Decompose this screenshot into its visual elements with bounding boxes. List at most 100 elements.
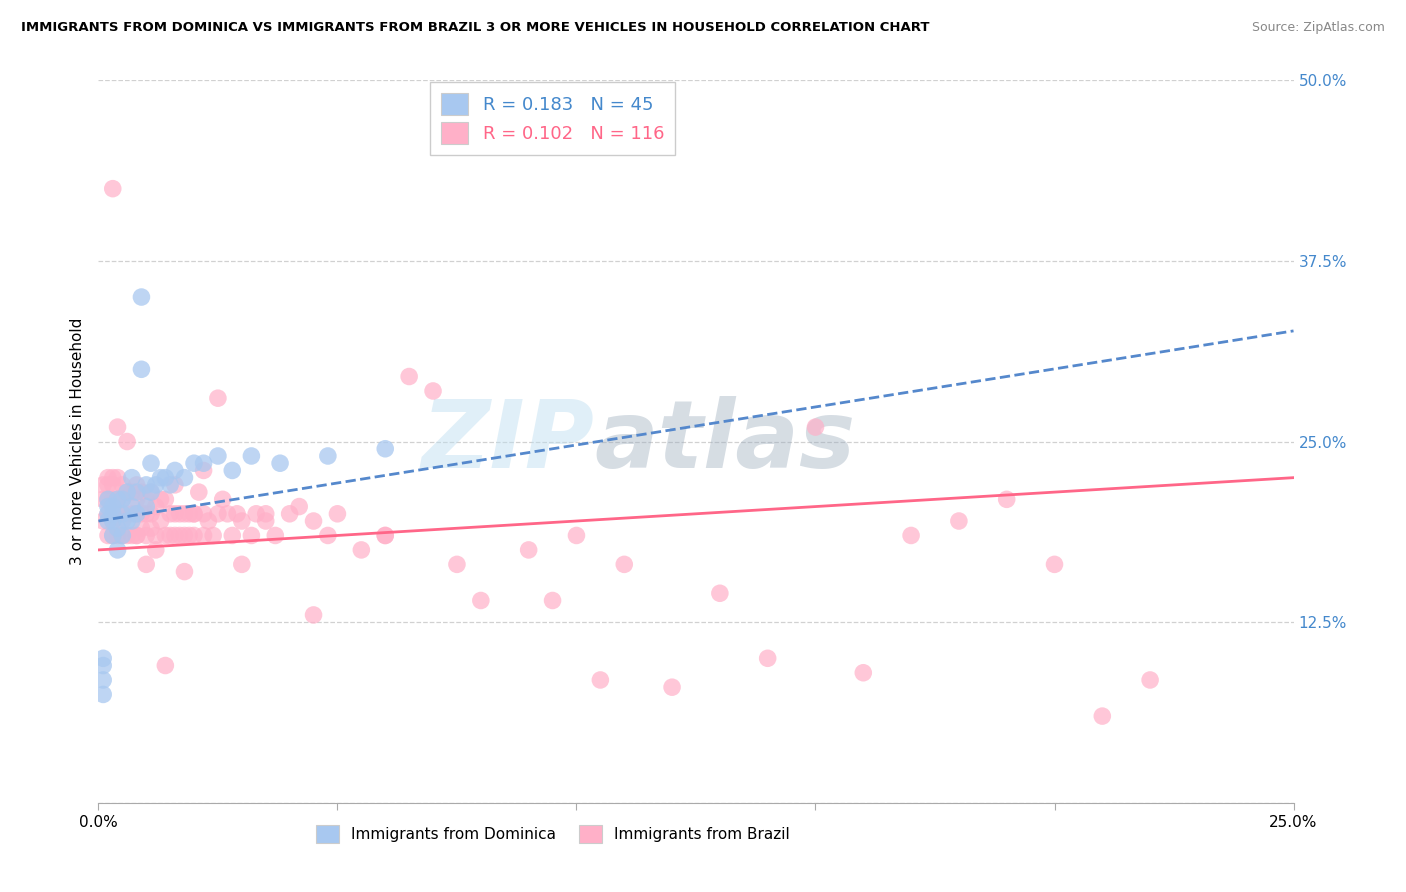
Point xyxy=(183,456,205,470)
Point xyxy=(111,528,134,542)
Point xyxy=(187,485,209,500)
Point xyxy=(97,492,120,507)
Point xyxy=(155,658,177,673)
Point xyxy=(125,492,148,507)
Point xyxy=(316,528,339,542)
Point xyxy=(173,565,195,579)
Point xyxy=(121,470,143,484)
Point xyxy=(278,507,301,521)
Point xyxy=(173,507,195,521)
Point xyxy=(121,528,143,542)
Point xyxy=(107,492,129,507)
Point xyxy=(589,673,612,687)
Point xyxy=(169,507,191,521)
Point xyxy=(541,593,564,607)
Point xyxy=(101,528,124,542)
Point xyxy=(101,514,124,528)
Point xyxy=(240,528,263,542)
Point xyxy=(111,492,134,507)
Point xyxy=(111,514,134,528)
Point xyxy=(264,528,287,542)
Point xyxy=(221,528,243,542)
Point xyxy=(269,456,291,470)
Point xyxy=(155,528,177,542)
Point xyxy=(1139,673,1161,687)
Point xyxy=(97,528,120,542)
Point xyxy=(115,434,138,449)
Point xyxy=(231,514,253,528)
Point xyxy=(226,507,249,521)
Point xyxy=(145,478,167,492)
Point xyxy=(159,478,181,492)
Point xyxy=(107,420,129,434)
Point xyxy=(135,528,157,542)
Point xyxy=(709,586,731,600)
Point xyxy=(135,492,157,507)
Point xyxy=(125,528,148,542)
Point xyxy=(948,514,970,528)
Point xyxy=(139,507,162,521)
Point xyxy=(149,470,172,484)
Point xyxy=(193,507,215,521)
Point xyxy=(91,687,114,701)
Point xyxy=(125,485,148,500)
Y-axis label: 3 or more Vehicles in Household: 3 or more Vehicles in Household xyxy=(69,318,84,566)
Point xyxy=(207,391,229,405)
Point xyxy=(101,492,124,507)
Point xyxy=(121,507,143,521)
Point xyxy=(302,607,325,622)
Point xyxy=(101,470,124,484)
Point xyxy=(101,514,124,528)
Point xyxy=(245,507,267,521)
Point xyxy=(107,528,129,542)
Point xyxy=(183,528,205,542)
Point xyxy=(163,528,186,542)
Point xyxy=(193,463,215,477)
Point xyxy=(169,528,191,542)
Point xyxy=(179,528,201,542)
Point xyxy=(97,478,120,492)
Point xyxy=(111,478,134,492)
Point xyxy=(97,492,120,507)
Point xyxy=(91,673,114,687)
Point xyxy=(145,542,167,557)
Point xyxy=(97,514,120,528)
Point xyxy=(91,651,114,665)
Point xyxy=(107,521,129,535)
Point xyxy=(135,478,157,492)
Point xyxy=(115,528,138,542)
Point xyxy=(131,290,153,304)
Point xyxy=(131,362,153,376)
Point xyxy=(115,485,138,500)
Point xyxy=(125,478,148,492)
Point xyxy=(91,514,114,528)
Point xyxy=(995,492,1018,507)
Point xyxy=(398,369,420,384)
Point xyxy=(173,470,195,484)
Legend: Immigrants from Dominica, Immigrants from Brazil: Immigrants from Dominica, Immigrants fro… xyxy=(309,819,796,849)
Point xyxy=(202,528,225,542)
Point xyxy=(139,521,162,535)
Point xyxy=(661,680,683,694)
Point xyxy=(101,528,124,542)
Point xyxy=(207,507,229,521)
Point xyxy=(107,507,129,521)
Point xyxy=(193,528,215,542)
Point xyxy=(145,500,167,514)
Point xyxy=(135,558,157,572)
Point xyxy=(139,456,162,470)
Point xyxy=(183,507,205,521)
Point xyxy=(302,514,325,528)
Point xyxy=(231,558,253,572)
Point xyxy=(197,514,219,528)
Text: IMMIGRANTS FROM DOMINICA VS IMMIGRANTS FROM BRAZIL 3 OR MORE VEHICLES IN HOUSEHO: IMMIGRANTS FROM DOMINICA VS IMMIGRANTS F… xyxy=(21,21,929,34)
Point xyxy=(613,558,636,572)
Point xyxy=(804,420,827,434)
Point xyxy=(97,507,120,521)
Point xyxy=(91,658,114,673)
Point xyxy=(221,463,243,477)
Point xyxy=(316,449,339,463)
Point xyxy=(254,507,277,521)
Point xyxy=(107,542,129,557)
Point xyxy=(125,507,148,521)
